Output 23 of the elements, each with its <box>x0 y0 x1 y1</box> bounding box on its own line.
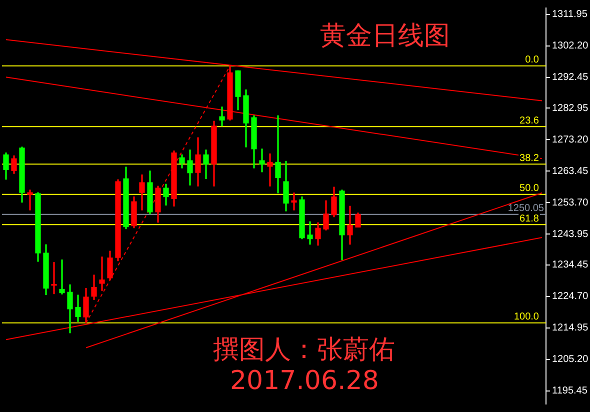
y-tick-label: 1214.95 <box>552 322 589 334</box>
y-tick-label: 1243.95 <box>552 228 589 240</box>
y-tick-label: 1224.70 <box>552 291 589 302</box>
y-tick-label: 1311.95 <box>552 9 588 20</box>
annotation: 0.0 <box>525 54 540 66</box>
annotation: 100.0 <box>514 312 540 323</box>
annotation: 50.0 <box>520 183 540 194</box>
text: 黄金日线图 <box>320 20 450 53</box>
y-tick-label: 1292.45 <box>552 72 589 84</box>
ref-line-label: 1250.05 <box>508 203 544 214</box>
y-tick-label: 1205.20 <box>552 354 589 366</box>
y-tick-label: 1273.20 <box>552 134 589 146</box>
annotation: 38.2 <box>520 152 540 164</box>
y-tick-label: 1263.45 <box>552 166 589 177</box>
annotation: 23.6 <box>520 115 540 126</box>
y-tick-label: 1234.45 <box>552 260 589 271</box>
y-tick-label: 1282.95 <box>552 102 589 114</box>
y-tick-label: 1302.20 <box>552 40 589 52</box>
annotation: 撰图人：张蔚佑 <box>213 334 395 367</box>
y-tick-label: 1253.70 <box>552 197 589 208</box>
annotation: 61.8 <box>520 213 540 224</box>
annotation: 2017.06.28 <box>230 366 379 396</box>
y-tick-label: 1195.45 <box>552 386 588 397</box>
